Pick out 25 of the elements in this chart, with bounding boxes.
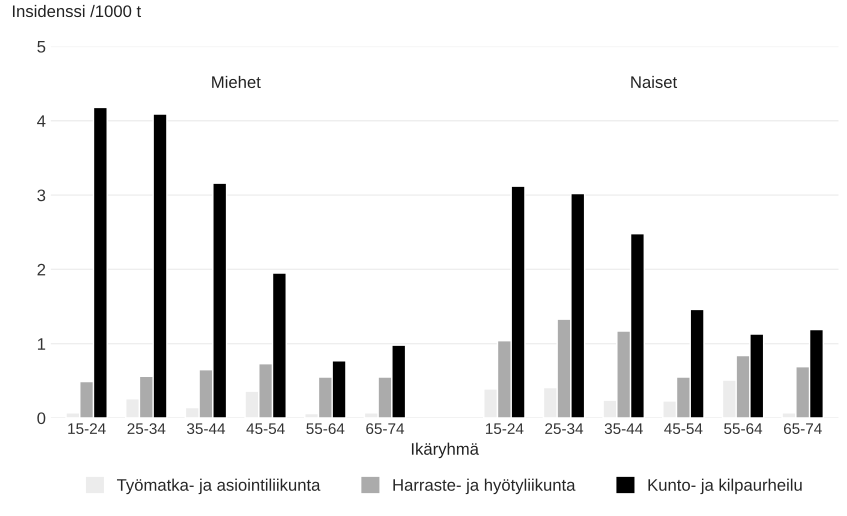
y-tick-label: 4 xyxy=(37,115,46,127)
y-tick-label: 0 xyxy=(37,412,46,424)
x-tick-label: 55-64 xyxy=(724,423,762,434)
x-tick-label: 55-64 xyxy=(306,423,344,434)
y-tick-label: 2 xyxy=(38,264,46,276)
x-tick-label: 25-34 xyxy=(128,423,166,434)
legend-label: Kunto- ja kilpaurheilu xyxy=(648,478,802,494)
x-tick-label: 25-34 xyxy=(545,423,584,434)
legend-label: Työmatka- ja asiointiliikunta xyxy=(116,478,320,494)
x-tick-label: 45-54 xyxy=(246,423,285,434)
y-tick-label: 1 xyxy=(38,338,46,350)
x-tick-label: 15-24 xyxy=(68,423,106,434)
annotation: Naiset xyxy=(631,76,678,88)
x-tick-label: 65-74 xyxy=(784,423,822,434)
x-tick-label: 35-44 xyxy=(187,423,226,434)
y-tick-label: 3 xyxy=(37,189,46,202)
annotation: Miehet xyxy=(212,76,261,88)
y-axis-title: Insidenssi /1000 t xyxy=(12,4,142,18)
x-tick-label: 35-44 xyxy=(604,423,643,434)
x-tick-label: 65-74 xyxy=(366,423,404,434)
x-tick-label: 45-54 xyxy=(664,423,702,434)
x-axis-title: Ikäryhmä xyxy=(412,442,479,458)
x-tick-label: 15-24 xyxy=(486,423,524,434)
legend-label: Harraste- ja hyötyliikunta xyxy=(393,478,576,494)
y-tick-label: 5 xyxy=(37,41,46,53)
